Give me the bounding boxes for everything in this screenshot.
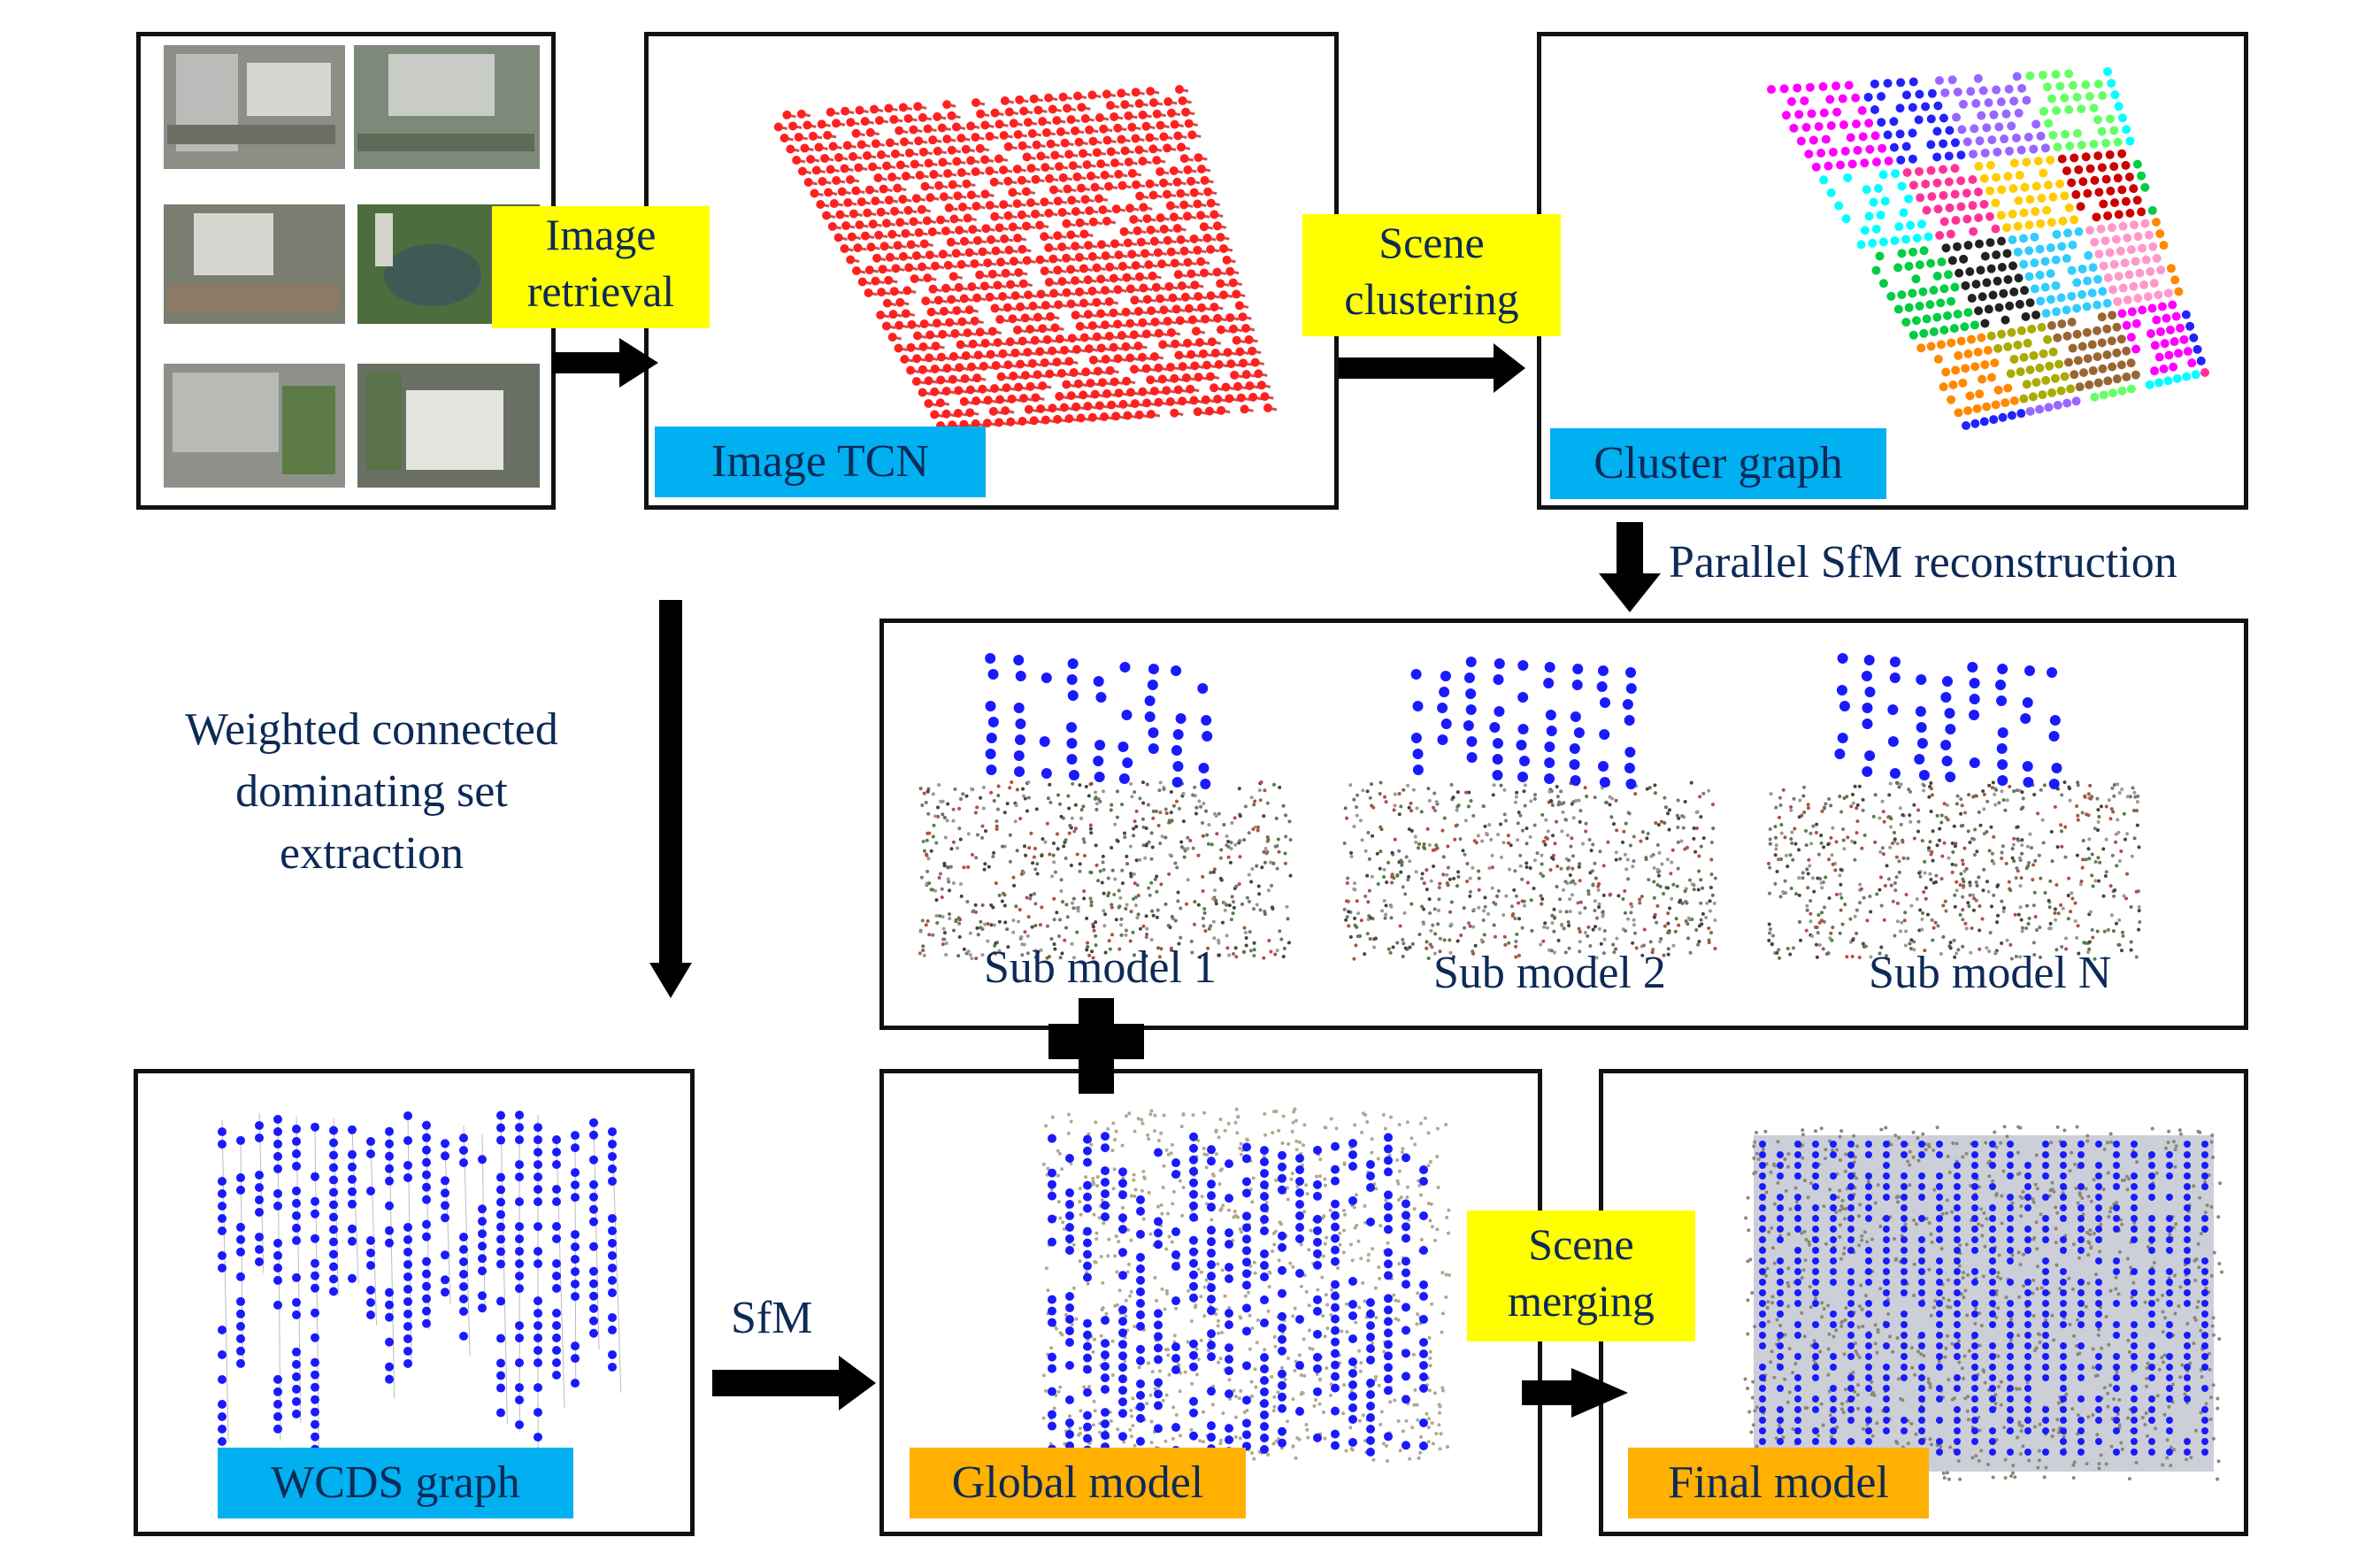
scene-merging-label: Scene merging <box>1467 1211 1695 1341</box>
final-model <box>1743 1125 2224 1482</box>
final-model-cloud <box>1743 1125 2224 1482</box>
image-tcn-tag: Image TCN <box>655 427 986 497</box>
wcds-extraction-label: Weighted connected dominating set extrac… <box>133 699 611 885</box>
sub-model-cloud-2 <box>1342 657 1717 961</box>
aerial-photo-5 <box>164 364 345 488</box>
global-model-tag: Global model <box>910 1448 1246 1518</box>
input-images-panel <box>136 32 556 510</box>
image-retrieval-label: Image retrieval <box>492 206 710 328</box>
scene-clustering-line1: Scene <box>1378 218 1485 267</box>
wcds-nodes <box>218 1111 622 1454</box>
arrow-sfm <box>712 1356 876 1410</box>
cluster-nodes <box>1767 67 2209 430</box>
global-model-cloud <box>1041 1107 1452 1463</box>
final-model-tag: Final model <box>1628 1448 1929 1518</box>
aerial-photo-grid <box>164 45 540 488</box>
parallel-sfm-label: Parallel SfM reconstruction <box>1669 537 2177 588</box>
arrow-parallel-sfm <box>1599 522 1661 612</box>
aerial-photo-3 <box>164 204 345 324</box>
arrow-scene-merging <box>1522 1368 1628 1418</box>
arrow-scene-clustering <box>1339 343 1525 393</box>
scene-merging-line2: merging <box>1508 1276 1655 1326</box>
plus-sign-icon <box>1048 998 1144 1094</box>
arrow-image-retrieval <box>552 338 658 388</box>
wcds-extraction-line3: extraction <box>280 828 464 879</box>
aerial-photo-1 <box>164 45 345 169</box>
sub-models-panel <box>879 619 2248 1030</box>
cluster-graph <box>1767 67 2209 430</box>
wcds-extraction-line1: Weighted connected <box>185 704 558 755</box>
aerial-photo-2 <box>354 45 540 169</box>
sub-model-cloud-1 <box>918 653 1293 961</box>
sub-model-2-label: Sub model 2 <box>1433 948 1666 998</box>
wcds-graph <box>218 1111 622 1454</box>
image-retrieval-line1: Image <box>545 210 657 259</box>
sfm-label: SfM <box>731 1293 813 1343</box>
global-model <box>1041 1107 1452 1463</box>
sub-model-cloud-3 <box>1767 653 2142 961</box>
cluster-graph-tag: Cluster graph <box>1550 428 1886 499</box>
sub-model-1-label: Sub model 1 <box>984 942 1217 993</box>
wcds-extraction-line2: dominating set <box>235 766 508 817</box>
image-retrieval-line2: retrieval <box>526 266 675 316</box>
scene-clustering-line2: clustering <box>1344 274 1519 324</box>
aerial-photo-6 <box>357 364 540 488</box>
sub-model-n-label: Sub model N <box>1869 948 2112 998</box>
wcds-graph-panel <box>134 1069 695 1536</box>
tcn-nodes <box>773 85 1278 430</box>
image-tcn-graph <box>773 85 1278 430</box>
sub-model-reconstructions <box>918 653 2142 961</box>
scene-clustering-label: Scene clustering <box>1302 214 1561 336</box>
wcds-graph-tag: WCDS graph <box>218 1448 573 1518</box>
arrow-wcds-extraction <box>649 600 692 998</box>
scene-merging-line1: Scene <box>1528 1219 1634 1269</box>
